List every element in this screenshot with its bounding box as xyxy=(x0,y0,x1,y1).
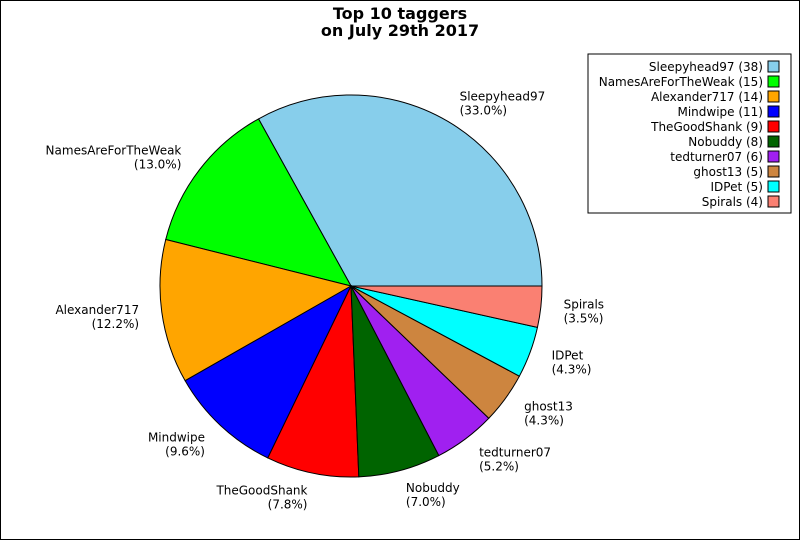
legend-item-namesarefortheweak: NamesAreForTheWeak (15) xyxy=(599,75,780,89)
legend-swatch xyxy=(767,90,780,103)
legend-swatch xyxy=(767,120,780,133)
slice-label-name: Spirals xyxy=(564,297,604,311)
legend-swatch xyxy=(767,60,780,73)
slice-label-ghost13: ghost13 (4.3%) xyxy=(524,400,573,428)
slice-label-name: Sleepyhead97 xyxy=(460,90,546,104)
legend-swatch xyxy=(767,105,780,118)
slice-label-percent: (5.2%) xyxy=(479,459,519,473)
legend-item-sleepyhead97: Sleepyhead97 (38) xyxy=(649,60,780,74)
slice-label-percent: (7.8%) xyxy=(268,497,308,511)
slice-label-spirals: Spirals (3.5%) xyxy=(564,297,604,325)
pie-slice-thegoodshank xyxy=(267,285,360,478)
slice-label-percent: (9.6%) xyxy=(165,444,205,458)
chart-title-line-2: on July 29th 2017 xyxy=(321,21,479,40)
pie-slice-mindwipe xyxy=(184,284,353,459)
slice-label-percent: (3.5%) xyxy=(564,311,604,325)
chart-title-line-1: Top 10 taggers xyxy=(333,4,467,23)
legend-swatch xyxy=(767,135,780,148)
slice-label-percent: (13.0%) xyxy=(134,158,181,172)
slice-label-name: Alexander717 xyxy=(55,303,139,317)
pie-slice-namesarefortheweak xyxy=(165,118,352,287)
chart-title: Top 10 taggers on July 29th 2017 xyxy=(321,4,479,40)
legend-swatch xyxy=(767,195,780,208)
legend-label: Mindwipe (11) xyxy=(677,105,763,119)
legend-frame xyxy=(587,53,792,214)
slice-label-tedturner07: tedturner07 (5.2%) xyxy=(479,445,551,473)
pie-slice-sleepyhead97 xyxy=(257,94,543,287)
pie-slices xyxy=(159,94,543,478)
slice-label-thegoodshank: TheGoodShank (7.8%) xyxy=(215,483,307,511)
slice-label-name: Mindwipe xyxy=(148,430,205,444)
legend-item-ghost13: ghost13 (5) xyxy=(693,165,780,179)
legend-item-mindwipe: Mindwipe (11) xyxy=(677,105,780,119)
slice-label-sleepyhead97: Sleepyhead97 (33.0%) xyxy=(460,90,546,118)
slice-label-percent: (7.0%) xyxy=(406,495,446,509)
legend-swatch xyxy=(767,165,780,178)
legend-label: Spirals (4) xyxy=(702,195,763,209)
slice-label-namesarefortheweak: NamesAreForTheWeak (13.0%) xyxy=(46,144,182,172)
legend: Sleepyhead97 (38)NamesAreForTheWeak (15)… xyxy=(587,53,792,214)
slice-label-name: tedturner07 xyxy=(479,445,551,459)
legend-label: TheGoodShank (9) xyxy=(650,120,763,134)
legend-label: Sleepyhead97 (38) xyxy=(649,60,763,74)
slice-label-name: TheGoodShank xyxy=(215,483,307,497)
legend-label: NamesAreForTheWeak (15) xyxy=(599,75,763,89)
legend-label: ghost13 (5) xyxy=(693,165,763,179)
legend-item-tedturner07: tedturner07 (6) xyxy=(670,150,780,164)
slice-label-nobuddy: Nobuddy (7.0%) xyxy=(406,481,460,509)
legend-label: IDPet (5) xyxy=(711,180,764,194)
slice-label-percent: (12.2%) xyxy=(92,317,139,331)
legend-label: Nobuddy (8) xyxy=(688,135,763,149)
slice-label-percent: (33.0%) xyxy=(460,104,507,118)
slice-label-percent: (4.3%) xyxy=(524,414,564,428)
legend-item-thegoodshank: TheGoodShank (9) xyxy=(650,120,780,134)
legend-swatch xyxy=(767,75,780,88)
slice-label-name: Nobuddy xyxy=(406,481,460,495)
slice-label-percent: (4.3%) xyxy=(552,362,592,376)
legend-item-spirals: Spirals (4) xyxy=(702,195,780,209)
slice-label-name: IDPet xyxy=(552,348,584,362)
legend-swatch xyxy=(767,150,780,163)
legend-swatch xyxy=(767,180,780,193)
pie-slice-spirals xyxy=(350,285,543,329)
slice-label-alexander717: Alexander717 (12.2%) xyxy=(55,303,139,331)
legend-item-idpet: IDPet (5) xyxy=(711,180,780,194)
slice-label-name: ghost13 xyxy=(524,400,573,414)
legend-label: tedturner07 (6) xyxy=(670,150,763,164)
legend-label: Alexander717 (14) xyxy=(651,90,763,104)
slice-label-idpet: IDPet (4.3%) xyxy=(552,348,592,376)
slice-label-name: NamesAreForTheWeak xyxy=(46,144,182,158)
pie-labels: Sleepyhead97 (33.0%) NamesAreForTheWeak (13… xyxy=(46,90,604,512)
pie-slice-alexander717 xyxy=(159,238,353,382)
legend-item-nobuddy: Nobuddy (8) xyxy=(688,135,780,149)
slice-label-mindwipe: Mindwipe (9.6%) xyxy=(148,430,205,458)
legend-item-alexander717: Alexander717 (14) xyxy=(651,90,780,104)
